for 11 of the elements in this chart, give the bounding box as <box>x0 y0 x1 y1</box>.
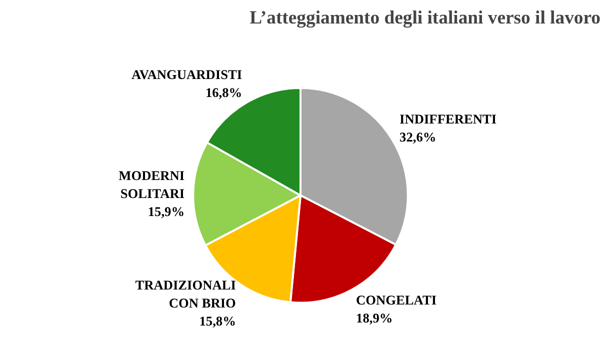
slice-label: MODERNI SOLITARI <box>118 168 185 201</box>
data-label: 15,9% <box>148 204 185 219</box>
data-label: 18,9% <box>356 310 393 326</box>
slice-label: TRADIZIONALI CON BRIO <box>135 277 236 310</box>
chart-title: L’atteggiamento degli italiani verso il lavoro <box>250 8 600 28</box>
slice-label: AVANGUARDISTI <box>131 67 242 82</box>
data-label: 32,6% <box>400 130 436 145</box>
data-label: 15,8% <box>199 313 236 328</box>
data-label: 16,8% <box>205 85 242 100</box>
slice-label: CONGELATI <box>356 292 437 308</box>
slice-label: INDIFFERENTI <box>400 112 497 127</box>
